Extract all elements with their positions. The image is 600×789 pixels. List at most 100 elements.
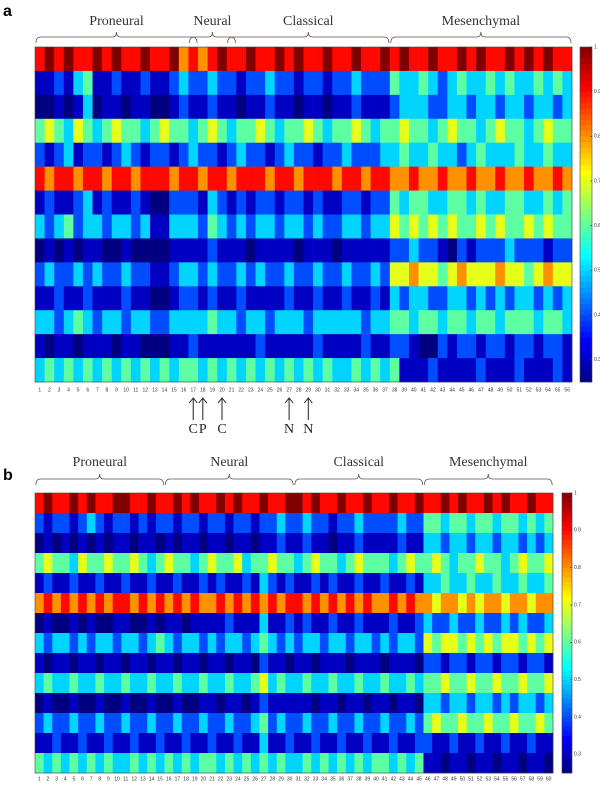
annotation-label: C — [189, 422, 198, 437]
heat-cell — [150, 262, 160, 287]
x-tick-label: 2 — [47, 776, 50, 782]
heat-cell — [140, 142, 151, 167]
colorbar-swatch — [562, 721, 572, 727]
heat-cell — [437, 70, 448, 96]
colorbar-swatch — [580, 354, 592, 360]
heat-cell — [73, 262, 84, 287]
heat-cell — [458, 653, 467, 674]
x-tick-label: 46 — [469, 387, 475, 393]
heat-cell — [255, 358, 266, 383]
heat-cell — [63, 94, 74, 120]
heat-cell — [92, 310, 103, 335]
heat-cell — [82, 238, 93, 263]
colorbar-swatch — [580, 281, 592, 288]
heat-cell — [432, 613, 442, 634]
heat-cell — [82, 94, 93, 120]
heat-cell — [274, 262, 285, 287]
heat-cell — [552, 166, 563, 191]
heat-cell — [423, 593, 433, 614]
heat-cell — [69, 573, 79, 594]
heat-cell — [92, 70, 103, 96]
x-tick-label: 43 — [440, 387, 446, 393]
heat-cell — [363, 673, 372, 694]
heat-cell — [284, 334, 295, 359]
heat-cell — [418, 142, 429, 167]
heat-cell — [533, 190, 544, 215]
heat-cell — [43, 513, 53, 534]
heat-cell — [44, 94, 55, 120]
heat-cell — [432, 513, 442, 534]
heat-cell — [140, 70, 151, 96]
heat-cell — [406, 533, 416, 554]
heat-cell — [370, 47, 381, 72]
heat-cell — [78, 513, 88, 534]
heat-cell — [147, 713, 157, 734]
heat-cell — [354, 693, 364, 714]
heat-cell — [121, 358, 132, 383]
heat-cell — [303, 310, 314, 335]
heat-cell — [35, 733, 44, 754]
heat-cell — [169, 47, 180, 72]
heat-cell — [414, 533, 424, 554]
heat-cell — [437, 190, 448, 215]
heat-cell — [268, 633, 278, 654]
heat-cell — [322, 118, 333, 144]
x-tick-label: 19 — [210, 387, 216, 393]
heat-cell — [233, 733, 243, 754]
heat-cell — [73, 190, 84, 215]
heat-cell — [483, 693, 493, 714]
heat-cell — [198, 70, 208, 96]
heat-cell — [226, 166, 237, 191]
x-tick-label: 33 — [344, 387, 350, 393]
heat-cell — [169, 334, 180, 359]
heat-cell — [475, 533, 485, 554]
heat-cell — [406, 513, 416, 534]
heat-cell — [268, 693, 278, 714]
heat-cell — [527, 533, 537, 554]
colorbar-swatch — [580, 326, 592, 333]
heat-cell — [285, 653, 295, 674]
heat-cell — [54, 47, 65, 72]
heat-cell — [423, 493, 433, 514]
heat-cell — [380, 553, 390, 574]
x-tick-label: 25 — [244, 776, 250, 782]
heat-cell — [207, 190, 218, 215]
heat-cell — [389, 70, 400, 96]
heat-cell — [466, 214, 477, 239]
heat-cell — [159, 142, 170, 167]
heat-cell — [159, 118, 170, 144]
heat-cell — [276, 573, 286, 594]
heat-cell — [43, 753, 53, 774]
heat-cell — [527, 613, 537, 634]
heat-cell — [501, 533, 511, 554]
heat-cell — [276, 733, 286, 754]
heat-cell — [361, 214, 371, 239]
heat-cell — [164, 573, 174, 594]
heat-cell — [73, 238, 84, 263]
heat-cell — [319, 593, 329, 614]
heat-cell — [138, 653, 148, 674]
x-tick-label: 53 — [536, 387, 542, 393]
heat-cell — [164, 673, 174, 694]
heat-cell — [111, 286, 122, 311]
heat-cell — [363, 493, 372, 514]
heat-cell — [509, 593, 519, 614]
colorbar-tick-label: 0.7 — [594, 178, 600, 184]
heat-cell — [207, 358, 218, 383]
heat-cell — [147, 753, 157, 774]
heat-cell — [319, 513, 329, 534]
heat-cell — [274, 94, 285, 120]
heat-cell — [543, 70, 554, 96]
heat-cell — [341, 214, 352, 239]
heat-cell — [495, 262, 506, 287]
heat-cell — [129, 633, 139, 654]
heat-cell — [371, 653, 381, 674]
heat-cell — [226, 142, 237, 167]
heat-cell — [63, 238, 74, 263]
colorbar-swatch — [580, 208, 592, 215]
heat-cell — [518, 673, 528, 694]
heat-cell — [388, 553, 398, 574]
heat-cell — [147, 533, 157, 554]
heat-cell — [224, 653, 234, 674]
heat-cell — [440, 693, 450, 714]
